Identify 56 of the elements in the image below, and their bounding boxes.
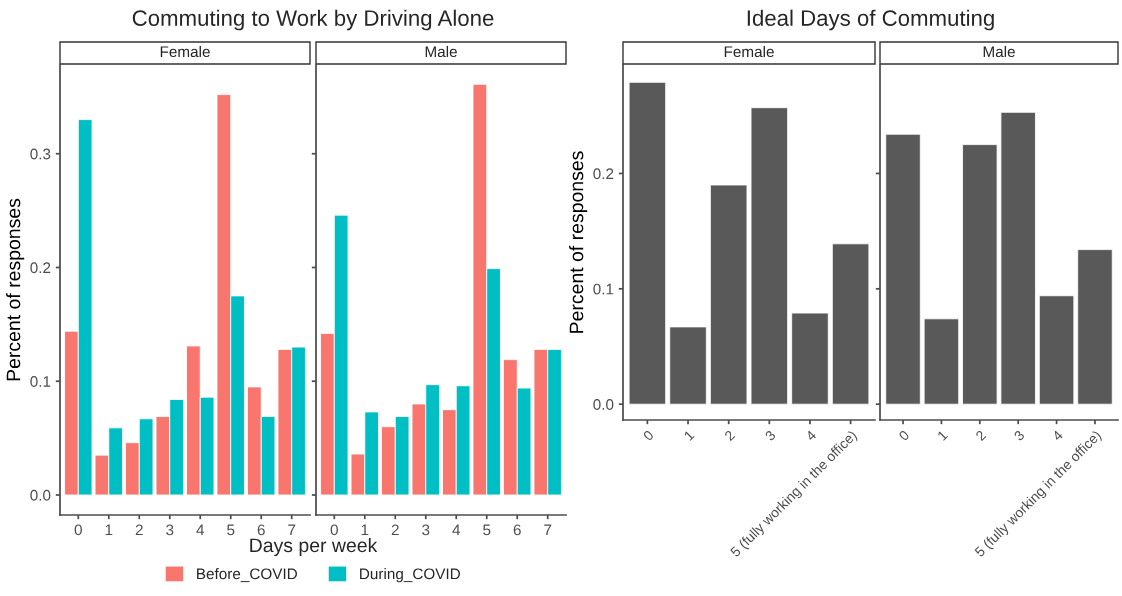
x-tick-label: 0 <box>74 524 82 536</box>
x-tick-label: 1 <box>361 524 369 536</box>
legend-label: During_COVID <box>360 568 460 583</box>
x-tick-label: 0 <box>642 429 655 442</box>
bar <box>1038 295 1075 405</box>
x-axis-title: Days per week <box>250 537 378 557</box>
bar <box>1077 249 1113 405</box>
y-tick-label: 0.2 <box>30 262 51 274</box>
bar <box>831 243 870 405</box>
x-tick-label: 6 <box>257 524 265 536</box>
chart-subtitle: Female <box>724 45 774 58</box>
x-tick-label: 3 <box>166 524 174 536</box>
x-tick-label: 7 <box>544 524 552 536</box>
x-tick-label: 3 <box>422 524 430 536</box>
x-tick-label: 6 <box>513 524 521 536</box>
chart-title: Ideal Days of Commuting <box>747 9 994 31</box>
x-tick-label: 4 <box>805 429 817 442</box>
x-tick-label: 4 <box>1051 429 1064 442</box>
bar <box>1000 111 1036 405</box>
x-tick-label: 4 <box>196 524 205 536</box>
chart-subtitle: Male <box>425 45 457 58</box>
x-tick-label: 0 <box>898 429 910 442</box>
bar <box>628 81 667 405</box>
y-tick-label: 0.0 <box>30 489 51 501</box>
x-tick-label: 5 <box>483 524 491 536</box>
x-tick-label: 2 <box>391 524 399 536</box>
chart-subtitle: Female <box>160 45 210 58</box>
y-axis-title: Percent of responses <box>6 198 25 381</box>
y-tick-label: 0.2 <box>593 168 614 180</box>
x-tick-label: 2 <box>975 429 987 442</box>
x-tick-label: 5 <box>227 524 235 536</box>
x-tick-label: 1 <box>937 429 949 441</box>
bar <box>923 318 960 405</box>
x-tick-label: 4 <box>452 524 461 536</box>
bar <box>791 312 829 405</box>
x-tick-label: 2 <box>723 429 736 442</box>
y-tick-label: 0.1 <box>593 283 614 295</box>
y-tick-label: 0.1 <box>30 376 51 387</box>
x-tick-label: 3 <box>764 429 777 442</box>
bar <box>669 326 707 405</box>
bar <box>750 107 789 405</box>
bar <box>709 184 748 405</box>
x-tick-label: 2 <box>135 524 143 536</box>
x-tick-label: 3 <box>1013 429 1025 442</box>
y-axis-title: Percent of responses <box>569 151 588 333</box>
x-tick-label: 1 <box>683 429 695 441</box>
x-tick-label: 0 <box>330 524 338 536</box>
bar <box>962 144 998 405</box>
y-tick-label: 0.3 <box>30 148 51 160</box>
x-tick-label: 7 <box>288 524 296 536</box>
bar <box>885 133 921 405</box>
x-tick-label: 1 <box>105 524 113 536</box>
y-tick-label: 0.0 <box>593 399 614 410</box>
chart-title: Commuting to Work by Driving Alone <box>132 9 494 31</box>
legend-label: Before_COVID <box>197 568 297 583</box>
chart-subtitle: Male <box>983 45 1015 58</box>
